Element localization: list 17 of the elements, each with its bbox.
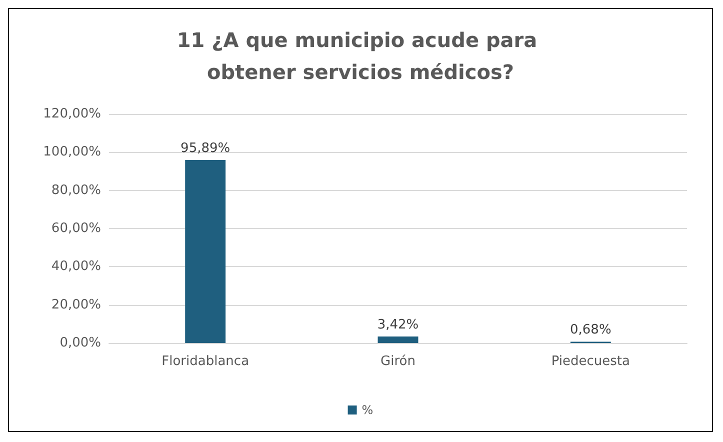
y-tick-label: 80,00% — [51, 182, 101, 198]
x-tick-label: Floridablanca — [162, 354, 250, 369]
x-tick-label: Girón — [380, 354, 416, 369]
bar — [185, 160, 226, 343]
y-tick-label: 120,00% — [43, 106, 101, 122]
bar — [378, 336, 418, 343]
y-tick-label: 20,00% — [51, 297, 101, 312]
y-tick-label: 60,00% — [51, 221, 101, 236]
data-label: 3,42% — [377, 317, 419, 332]
y-tick-label: 40,00% — [51, 259, 101, 274]
chart-title: 11 ¿A que municipio acude para obtener servicios médicos? — [176, 28, 544, 84]
data-label: 0,68% — [570, 322, 612, 338]
y-tick-label: 100,00% — [43, 144, 101, 160]
x-tick-label: Piedecuesta — [551, 354, 630, 369]
data-label: 95,89% — [180, 141, 230, 156]
legend-label: % — [362, 403, 374, 417]
y-tick-label: 0,00% — [60, 336, 101, 350]
